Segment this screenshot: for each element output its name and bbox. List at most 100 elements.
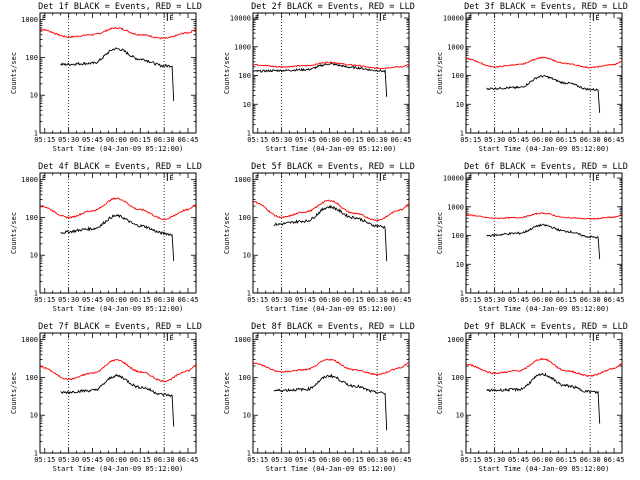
y-axis-label: Counts/sec: [436, 52, 444, 94]
event-marker: E: [166, 173, 174, 182]
x-tick-label: 05:30: [58, 296, 79, 304]
y-tick-label: 10000: [443, 175, 464, 183]
y-axis-label: Counts/sec: [10, 52, 18, 94]
y-tick-label: 1: [34, 450, 38, 458]
series-events-line: [486, 223, 601, 260]
series-lld-line: [465, 212, 623, 220]
x-tick-label: 05:45: [295, 296, 316, 304]
y-tick-label: 10: [30, 412, 38, 420]
y-tick-label: 1000: [21, 176, 38, 184]
event-marker-label: E: [382, 174, 386, 182]
y-tick-label: 10: [30, 92, 38, 100]
y-tick-label: 1: [460, 290, 464, 298]
y-tick-label: 1000: [234, 176, 251, 184]
x-tick-label: 05:15: [460, 136, 481, 144]
event-marker-label: E: [42, 334, 46, 342]
x-tick-label: 06:45: [391, 296, 412, 304]
y-tick-label: 100: [238, 374, 251, 382]
x-tick-label: 06:45: [604, 136, 625, 144]
x-tick-label: 05:30: [484, 296, 505, 304]
event-marker: E: [379, 173, 387, 182]
x-axis-label: Start Time (04-Jan-09 05:12:00): [53, 305, 184, 313]
x-tick-label: 06:30: [367, 296, 388, 304]
event-marker-label: E: [595, 14, 599, 22]
y-tick-label: 1: [34, 290, 38, 298]
y-tick-label: 10000: [230, 15, 251, 23]
plot-frame: [465, 332, 623, 454]
x-tick-label: 06:30: [154, 136, 175, 144]
x-tick-label: 05:15: [247, 296, 268, 304]
event-marker-label: E: [468, 334, 472, 342]
y-tick-label: 10000: [443, 15, 464, 23]
y-tick-label: 100: [25, 54, 38, 62]
series-lld-line: [465, 357, 623, 378]
event-marker-label: E: [595, 334, 599, 342]
x-tick-label: 06:30: [580, 136, 601, 144]
x-tick-label: 05:45: [295, 456, 316, 464]
plot-frame: [39, 172, 197, 294]
plot-frame: [39, 332, 197, 454]
x-tick-label: 05:30: [271, 456, 292, 464]
y-axis-label: Counts/sec: [436, 372, 444, 414]
y-tick-label: 1: [460, 130, 464, 138]
event-marker-label: E: [382, 334, 386, 342]
x-tick-label: 06:45: [604, 456, 625, 464]
y-tick-label: 100: [451, 232, 464, 240]
x-tick-label: 05:30: [58, 136, 79, 144]
event-marker-label: E: [42, 174, 46, 182]
series-events-line: [486, 372, 601, 424]
y-tick-label: 100: [25, 374, 38, 382]
event-marker: E: [379, 333, 387, 342]
series-lld-line: [39, 197, 197, 221]
x-tick-label: 05:45: [295, 136, 316, 144]
x-tick-label: 06:00: [106, 136, 127, 144]
x-axis-label: Start Time (04-Jan-09 05:12:00): [266, 305, 397, 313]
chart-title: Det 6f BLACK = Events, RED = LLD: [464, 162, 628, 172]
x-tick-label: 06:15: [130, 296, 151, 304]
x-tick-label: 06:45: [178, 296, 199, 304]
y-tick-label: 1000: [234, 43, 251, 51]
series-events-line: [486, 74, 601, 113]
chart-panel: Det 8f BLACK = Events, RED = LLD E E 1 10 100…: [213, 320, 426, 480]
y-tick-label: 10: [456, 101, 464, 109]
y-tick-label: 100: [238, 72, 251, 80]
x-tick-label: 05:30: [58, 456, 79, 464]
x-tick-label: 06:45: [604, 296, 625, 304]
x-tick-label: 06:00: [319, 296, 340, 304]
event-marker-label: E: [42, 14, 46, 22]
x-tick-label: 05:15: [247, 456, 268, 464]
y-tick-label: 1000: [234, 336, 251, 344]
y-axis-label: Counts/sec: [436, 212, 444, 254]
event-marker: E: [592, 173, 600, 182]
x-tick-label: 05:15: [247, 136, 268, 144]
y-tick-label: 1000: [21, 336, 38, 344]
event-marker: E: [379, 13, 387, 22]
chart-svg: Det 7f BLACK = Events, RED = LLD E E 1 10 100…: [10, 322, 202, 473]
chart-panel: Det 1f BLACK = Events, RED = LLD E E 1 10 100…: [0, 0, 213, 160]
x-tick-label: 05:45: [508, 296, 529, 304]
event-marker: E: [166, 333, 174, 342]
chart-svg: Det 9f BLACK = Events, RED = LLD E E 1 10 100…: [436, 322, 628, 473]
event-marker: E: [39, 13, 46, 22]
y-tick-label: 1: [247, 130, 251, 138]
x-tick-label: 05:15: [34, 456, 55, 464]
y-tick-label: 10: [456, 412, 464, 420]
x-tick-label: 05:15: [34, 136, 55, 144]
chart-svg: Det 4f BLACK = Events, RED = LLD E E 1 10 100…: [10, 162, 202, 313]
x-axis-label: Start Time (04-Jan-09 05:12:00): [479, 305, 610, 313]
event-marker: E: [465, 333, 472, 342]
plot-frame: [252, 332, 410, 454]
chart-title: Det 5f BLACK = Events, RED = LLD: [251, 162, 415, 172]
series-lld-line: [252, 60, 410, 70]
plot-frame: [465, 12, 623, 134]
y-tick-label: 10: [243, 252, 251, 260]
series-events-line: [60, 373, 175, 427]
y-tick-label: 100: [451, 72, 464, 80]
chart-panel: Det 9f BLACK = Events, RED = LLD E E 1 10 100…: [426, 320, 639, 480]
chart-title: Det 4f BLACK = Events, RED = LLD: [38, 162, 202, 172]
x-tick-label: 06:15: [343, 296, 364, 304]
x-tick-label: 06:00: [532, 296, 553, 304]
x-axis-label: Start Time (04-Jan-09 05:12:00): [53, 145, 184, 153]
